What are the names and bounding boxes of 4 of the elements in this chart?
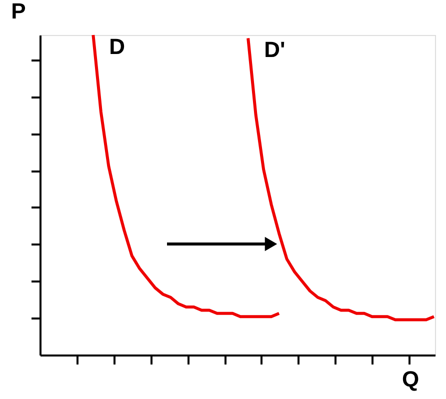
series-label: D' [264, 37, 286, 62]
series-label: D [109, 34, 126, 59]
y-axis-title: P [11, 0, 26, 24]
x-axis-title: Q [402, 366, 420, 392]
